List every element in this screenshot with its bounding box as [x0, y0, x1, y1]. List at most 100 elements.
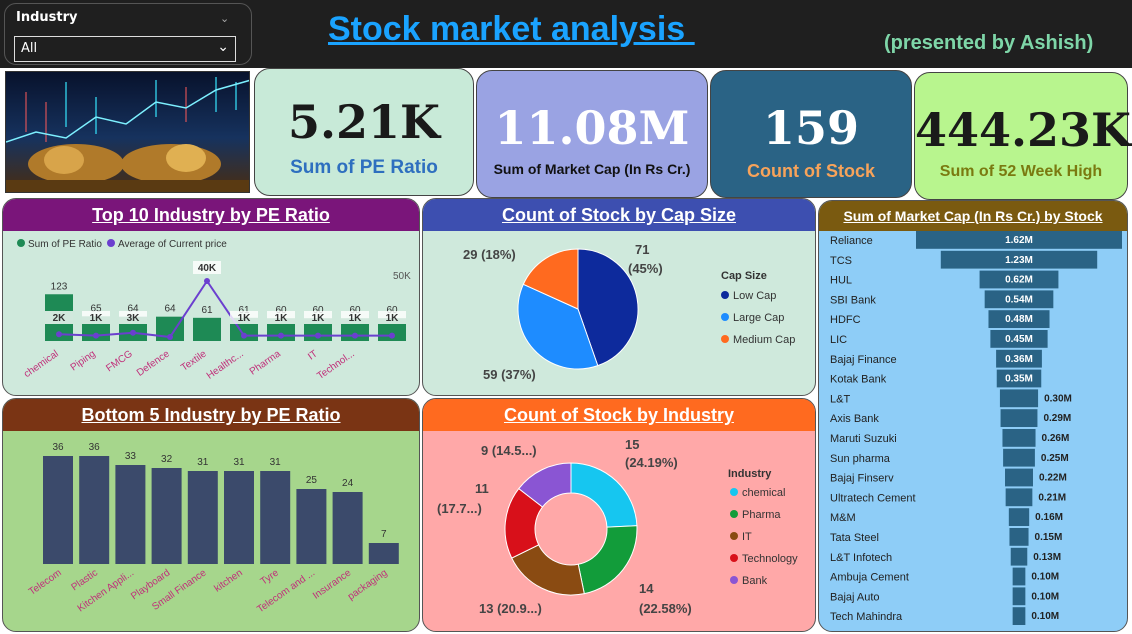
slice-label: (45%) [628, 261, 663, 276]
pie-slice[interactable] [522, 248, 579, 310]
line-label-bg [378, 311, 406, 324]
funnel-bar[interactable] [1003, 448, 1035, 467]
funnel-bar[interactable] [996, 369, 1042, 388]
line-series [58, 279, 392, 339]
legend-marker [730, 488, 738, 496]
funnel-bar[interactable] [999, 389, 1039, 408]
kpi-52-week-high: 444.23K Sum of 52 Week High [914, 72, 1131, 200]
line-point[interactable] [204, 278, 210, 284]
category-label: Maruti Suzuki [830, 433, 897, 445]
cap-size-chart-panel: Count of Stock by Cap Size 71 (45%) 59 (… [422, 198, 816, 396]
industry-donut[interactable]: 15 (24.19%) 14 (22.58%) 13 (20.9...) 11 … [423, 431, 816, 632]
line-point[interactable] [130, 329, 136, 336]
funnel-bar[interactable] [1008, 508, 1030, 526]
funnel-bar[interactable] [1005, 468, 1033, 487]
bar-value-label: 0.48M [1005, 314, 1033, 325]
cap-size-pie[interactable]: 71 (45%) 59 (37%) 29 (18%) Cap Size Low … [423, 231, 816, 396]
legend-marker [17, 239, 25, 247]
chevron-down-icon: ⌄ [217, 39, 229, 55]
funnel-bar[interactable] [979, 270, 1059, 289]
category-label: LIC [830, 334, 847, 346]
category-label: packaging [346, 567, 390, 602]
line-point[interactable] [167, 334, 173, 340]
hero-illustration [6, 77, 249, 192]
category-label: chemical [22, 348, 61, 380]
bar[interactable] [296, 489, 327, 564]
bar[interactable] [368, 543, 399, 564]
funnel-bar[interactable] [988, 310, 1050, 328]
legend-label: chemical [742, 487, 785, 499]
chart-legend: Sum of PE Ratio Average of Current price [17, 239, 227, 250]
chart-title: Count of Stock by Cap Size [423, 199, 815, 231]
bar-value-label: 24 [342, 478, 354, 489]
category-label: Textile [179, 348, 209, 374]
funnel-bar[interactable] [1002, 429, 1036, 447]
pie-slice[interactable] [518, 462, 572, 508]
industry-dropdown[interactable]: All ⌄ [14, 36, 236, 62]
bar-value-label: 0.13M [1033, 552, 1061, 563]
funnel-bar[interactable] [1012, 587, 1026, 606]
bar[interactable] [43, 456, 73, 564]
line-point[interactable] [352, 332, 358, 339]
bar[interactable] [115, 465, 146, 564]
bar-value-label: 25 [306, 475, 318, 486]
chevron-down-icon[interactable]: ⌄ [220, 12, 230, 25]
category-label: Plastic [69, 567, 99, 593]
line-point[interactable] [56, 331, 62, 338]
slice-label: 71 [635, 242, 649, 257]
kpi-label: Sum of Market Cap (In Rs Cr.) [493, 161, 691, 177]
category-label: Axis Bank [830, 413, 879, 425]
line-point[interactable] [389, 332, 395, 339]
funnel-bar[interactable] [1012, 567, 1026, 586]
funnel-bar[interactable] [984, 290, 1054, 309]
funnel-bar[interactable] [990, 330, 1048, 348]
legend-marker [730, 576, 738, 584]
funnel-bar[interactable] [940, 250, 1098, 269]
funnel-bar[interactable] [1005, 488, 1033, 507]
slice-label: 14 [639, 581, 654, 596]
slice-label: 59 (37%) [483, 367, 536, 382]
top10-chart[interactable]: Sum of PE Ratio Average of Current price… [3, 231, 420, 396]
line-point[interactable] [315, 332, 321, 339]
line-point[interactable] [93, 332, 99, 339]
legend-label: Large Cap [733, 312, 784, 324]
funnel-bar[interactable] [1009, 528, 1029, 546]
funnel-bar[interactable] [996, 349, 1042, 368]
bar[interactable] [193, 317, 221, 341]
category-label: L&T [830, 393, 850, 405]
funnel-bar[interactable] [1012, 607, 1026, 625]
kpi-label: Sum of PE Ratio [290, 157, 438, 178]
line-label-bg [267, 311, 295, 324]
line-point[interactable] [278, 332, 284, 339]
legend-marker [721, 313, 729, 321]
bar-value-label: 0.15M [1035, 532, 1063, 543]
pie-slice[interactable] [570, 462, 638, 528]
funnel-bar[interactable] [1010, 547, 1028, 566]
bar-value-label: 33 [125, 451, 137, 462]
bar[interactable] [79, 456, 110, 564]
pie-slice[interactable] [577, 525, 638, 595]
funnel-bar[interactable] [916, 231, 1122, 249]
bar-value-label: 123 [51, 281, 68, 292]
bar[interactable] [187, 471, 218, 564]
line-point[interactable] [241, 332, 247, 339]
category-label: HDFC [830, 314, 861, 326]
category-label: Bajaj Finserv [830, 473, 894, 485]
pie-slice[interactable] [577, 248, 639, 367]
chart-title: Top 10 Industry by PE Ratio [3, 199, 419, 231]
market-cap-funnel[interactable]: Reliance 1.62M TCS 1.23M HUL 0.62M SBI Bank 0.5… [819, 227, 1128, 631]
bar[interactable] [332, 492, 363, 564]
line-label-bg [230, 311, 258, 324]
pie-slice[interactable] [517, 283, 599, 370]
bar[interactable] [151, 468, 182, 564]
bar[interactable] [260, 471, 291, 564]
bar-value-label: 36 [52, 442, 64, 453]
chart-title: Count of Stock by Industry [423, 399, 815, 431]
bar-value-label: 0.54M [1005, 294, 1033, 305]
line-label-bg [304, 311, 332, 324]
funnel-bar[interactable] [1000, 409, 1038, 427]
bar[interactable] [224, 471, 254, 564]
line-value-label: 1K [386, 313, 400, 324]
legend-label: IT [742, 531, 752, 543]
